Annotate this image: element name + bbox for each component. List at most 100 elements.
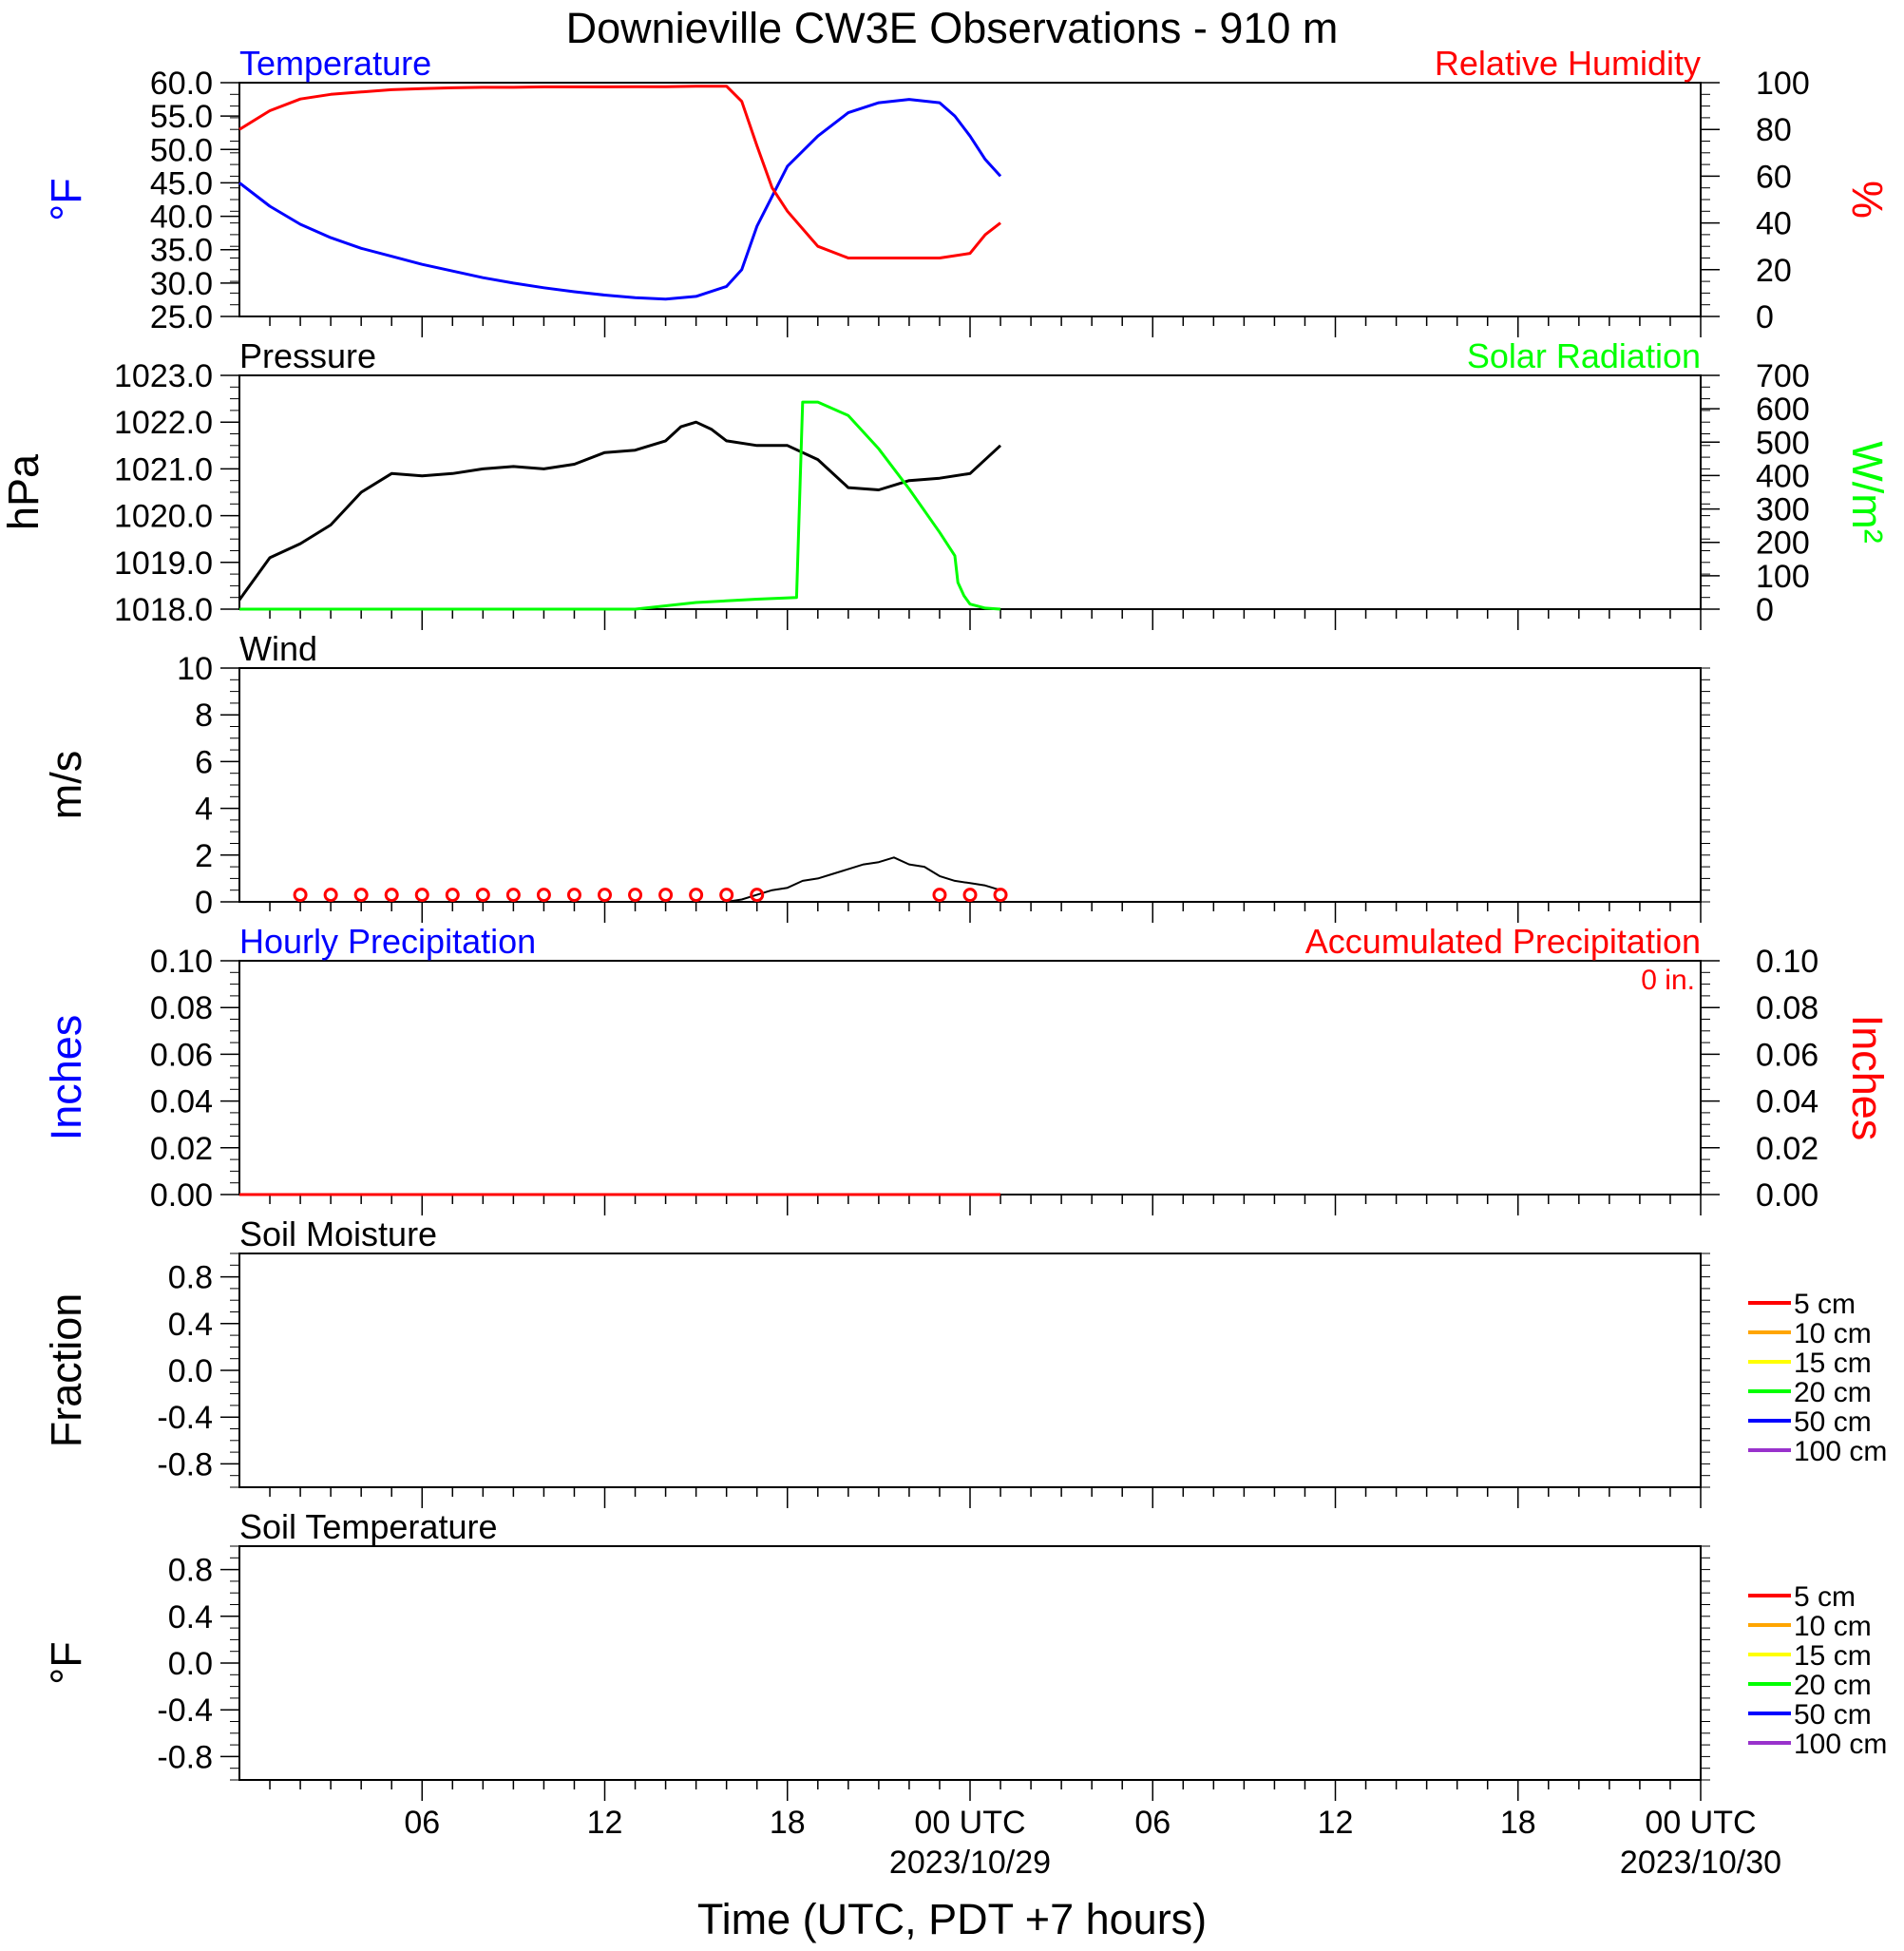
calm-wind-marker [719, 888, 734, 903]
y-right-tick-label: 0 [1756, 299, 1774, 335]
series-line [238, 420, 1002, 602]
y-tick-label: 10 [177, 651, 213, 687]
y-axis-unit-right: Inches [1843, 1015, 1892, 1141]
x-tick-label: 18 [1500, 1805, 1536, 1841]
calm-wind-marker [505, 888, 521, 903]
y-tick-label: 0.08 [150, 990, 213, 1026]
y-tick-label: 0.06 [150, 1037, 213, 1073]
y-tick-label: 1018.0 [114, 592, 213, 628]
y-tick-label: 2 [195, 838, 213, 874]
y-right-tick-label: 60 [1756, 159, 1792, 195]
y-tick-label: 0.0 [168, 1353, 213, 1389]
calm-wind-marker [384, 888, 399, 903]
panel-title-right: Solar Radiation [1467, 336, 1701, 375]
y-axis-unit-left: °F [42, 178, 90, 220]
x-tick-label: 00 UTC [914, 1805, 1025, 1841]
panel-title-left: Wind [239, 629, 317, 668]
plot-frame [238, 82, 1702, 317]
y-tick-label: 0.10 [150, 944, 213, 980]
calm-wind-marker [323, 888, 338, 903]
y-right-tick-label: 0.08 [1756, 990, 1818, 1026]
calm-wind-marker [962, 888, 978, 903]
y-right-tick-label: 100 [1756, 559, 1810, 595]
y-axis-unit-left: Fraction [42, 1293, 90, 1448]
y-tick-label: -0.4 [157, 1693, 213, 1729]
plot-frame [238, 1545, 1702, 1781]
plot-frame [238, 960, 1702, 1195]
legend-label: 100 cm [1794, 1729, 1887, 1760]
legend-label: 10 cm [1794, 1318, 1872, 1349]
y-tick-label: 6 [195, 744, 213, 780]
y-right-tick-label: 0.06 [1756, 1037, 1818, 1073]
y-tick-label: 8 [195, 698, 213, 734]
legend-label: 10 cm [1794, 1611, 1872, 1642]
y-tick-label: -0.8 [157, 1739, 213, 1775]
y-tick-label: 60.0 [150, 66, 213, 102]
y-right-tick-label: 40 [1756, 206, 1792, 242]
y-right-tick-label: 80 [1756, 112, 1792, 148]
calm-wind-marker [932, 888, 947, 903]
calm-wind-marker [536, 888, 551, 903]
series-line [238, 85, 1001, 259]
y-axis-unit-left: °F [42, 1641, 90, 1684]
panel-soil-moisture: 0.8 0.4 0.0 -0.4 -0.8 Soil Moisture Fraction 5 … [42, 1215, 1887, 1508]
y-tick-label: 25.0 [150, 299, 213, 335]
y-tick-label: 40.0 [150, 200, 213, 236]
plot-frame [238, 1253, 1702, 1488]
y-tick-label: 30.0 [150, 266, 213, 302]
y-tick-label: 1023.0 [114, 358, 213, 394]
plot-frame [238, 667, 1702, 903]
y-tick-label: 0.4 [168, 1599, 213, 1635]
y-tick-label: 1021.0 [114, 451, 213, 488]
y-right-tick-label: 400 [1756, 458, 1810, 494]
y-right-tick-label: 600 [1756, 392, 1810, 428]
y-right-tick-label: 20 [1756, 253, 1792, 289]
y-axis-unit-left: Inches [42, 1015, 90, 1141]
y-tick-label: 0.8 [168, 1553, 213, 1589]
calm-wind-marker [750, 888, 765, 903]
y-right-tick-label: 0.00 [1756, 1177, 1818, 1214]
y-axis-unit-right: W/m² [1843, 441, 1892, 543]
panel-pressure-solar: 1023.0 1022.0 1021.0 1020.0 1019.0 1018.0 7006… [0, 336, 1892, 630]
y-tick-label: 0.00 [150, 1177, 213, 1214]
panel-wind: 10 8 6 4 2 0 Wind m/s [42, 629, 1710, 923]
calm-wind-marker [598, 888, 612, 903]
calm-wind-marker [566, 888, 581, 903]
y-tick-label: 0 [195, 885, 213, 921]
y-tick-label: 50.0 [150, 132, 213, 168]
y-right-tick-label: 0 [1756, 592, 1774, 628]
series-line [238, 98, 1002, 301]
y-right-tick-label: 300 [1756, 492, 1810, 528]
panel-title-right: Accumulated Precipitation [1305, 922, 1701, 961]
x-date-label: 2023/10/30 [1620, 1845, 1781, 1881]
panel-title-left: Temperature [239, 44, 431, 83]
legend-label: 50 cm [1794, 1699, 1872, 1731]
legend-label: 20 cm [1794, 1377, 1872, 1408]
calm-wind-marker [475, 888, 490, 903]
y-tick-label: -0.8 [157, 1446, 213, 1482]
x-tick-label: 06 [1134, 1805, 1171, 1841]
panel-title-left: Hourly Precipitation [239, 922, 536, 961]
legend-label: 100 cm [1794, 1436, 1887, 1467]
series-line [239, 856, 1001, 903]
legend-label: 20 cm [1794, 1670, 1872, 1701]
calm-wind-marker [293, 888, 308, 903]
y-tick-label: -0.4 [157, 1400, 213, 1436]
panel-title-left: Soil Moisture [239, 1215, 437, 1253]
panel-title-left: Soil Temperature [239, 1507, 497, 1546]
y-axis-unit-left: hPa [0, 453, 48, 530]
y-tick-label: 1020.0 [114, 499, 213, 535]
y-tick-label: 1019.0 [114, 545, 213, 582]
y-axis-unit-right: % [1843, 181, 1892, 219]
calm-wind-marker [689, 888, 704, 903]
chart-title: Downieville CW3E Observations - 910 m [566, 4, 1339, 52]
calm-wind-marker [414, 888, 429, 903]
y-right-tick-label: 200 [1756, 526, 1810, 562]
panel-title-left: Pressure [239, 336, 376, 375]
calm-wind-marker [445, 888, 460, 903]
calm-wind-marker [993, 888, 1008, 903]
legend-label: 15 cm [1794, 1348, 1872, 1379]
x-tick-label: 00 UTC [1645, 1805, 1756, 1841]
legend-label: 50 cm [1794, 1406, 1872, 1438]
calm-wind-marker [353, 888, 369, 903]
